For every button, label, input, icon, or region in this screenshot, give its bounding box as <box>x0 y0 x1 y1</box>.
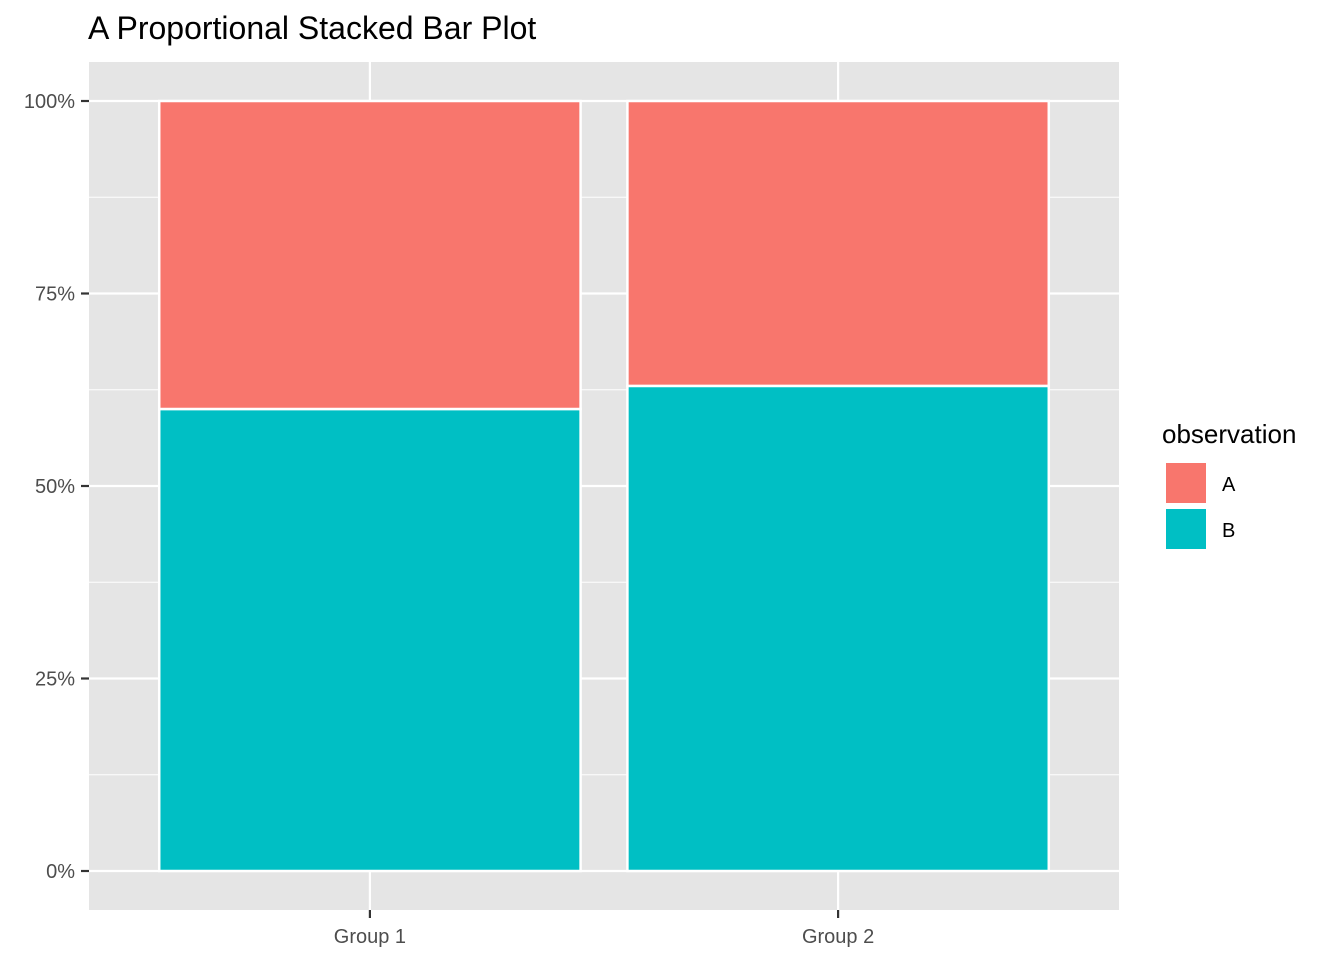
chart-title: A Proportional Stacked Bar Plot <box>88 10 536 46</box>
x-axis: Group 1 Group 2 <box>334 910 874 948</box>
x-tick-label: Group 1 <box>334 926 406 948</box>
legend-swatch-a <box>1166 463 1206 503</box>
bar-group-2-b <box>626 384 1051 873</box>
legend-title: observation <box>1162 419 1296 449</box>
y-tick-label: 0% <box>46 861 75 883</box>
y-tick-label: 25% <box>35 669 75 691</box>
legend-swatch-b <box>1166 509 1206 549</box>
bars <box>157 99 1051 873</box>
y-axis: 0% 25% 50% 75% 100% <box>24 91 89 883</box>
y-tick-label: 50% <box>35 476 75 498</box>
y-tick-label: 100% <box>24 91 75 113</box>
legend-label-b: B <box>1222 520 1235 542</box>
legend: observation AB <box>1162 419 1296 549</box>
legend-keys: AB <box>1166 463 1236 549</box>
bar-group-1-a <box>157 99 582 411</box>
bar-group-2-a <box>626 99 1051 388</box>
bar-group-1-b <box>157 407 582 873</box>
x-tick-label: Group 2 <box>802 926 874 948</box>
legend-label-a: A <box>1222 474 1236 496</box>
y-tick-label: 75% <box>35 284 75 306</box>
